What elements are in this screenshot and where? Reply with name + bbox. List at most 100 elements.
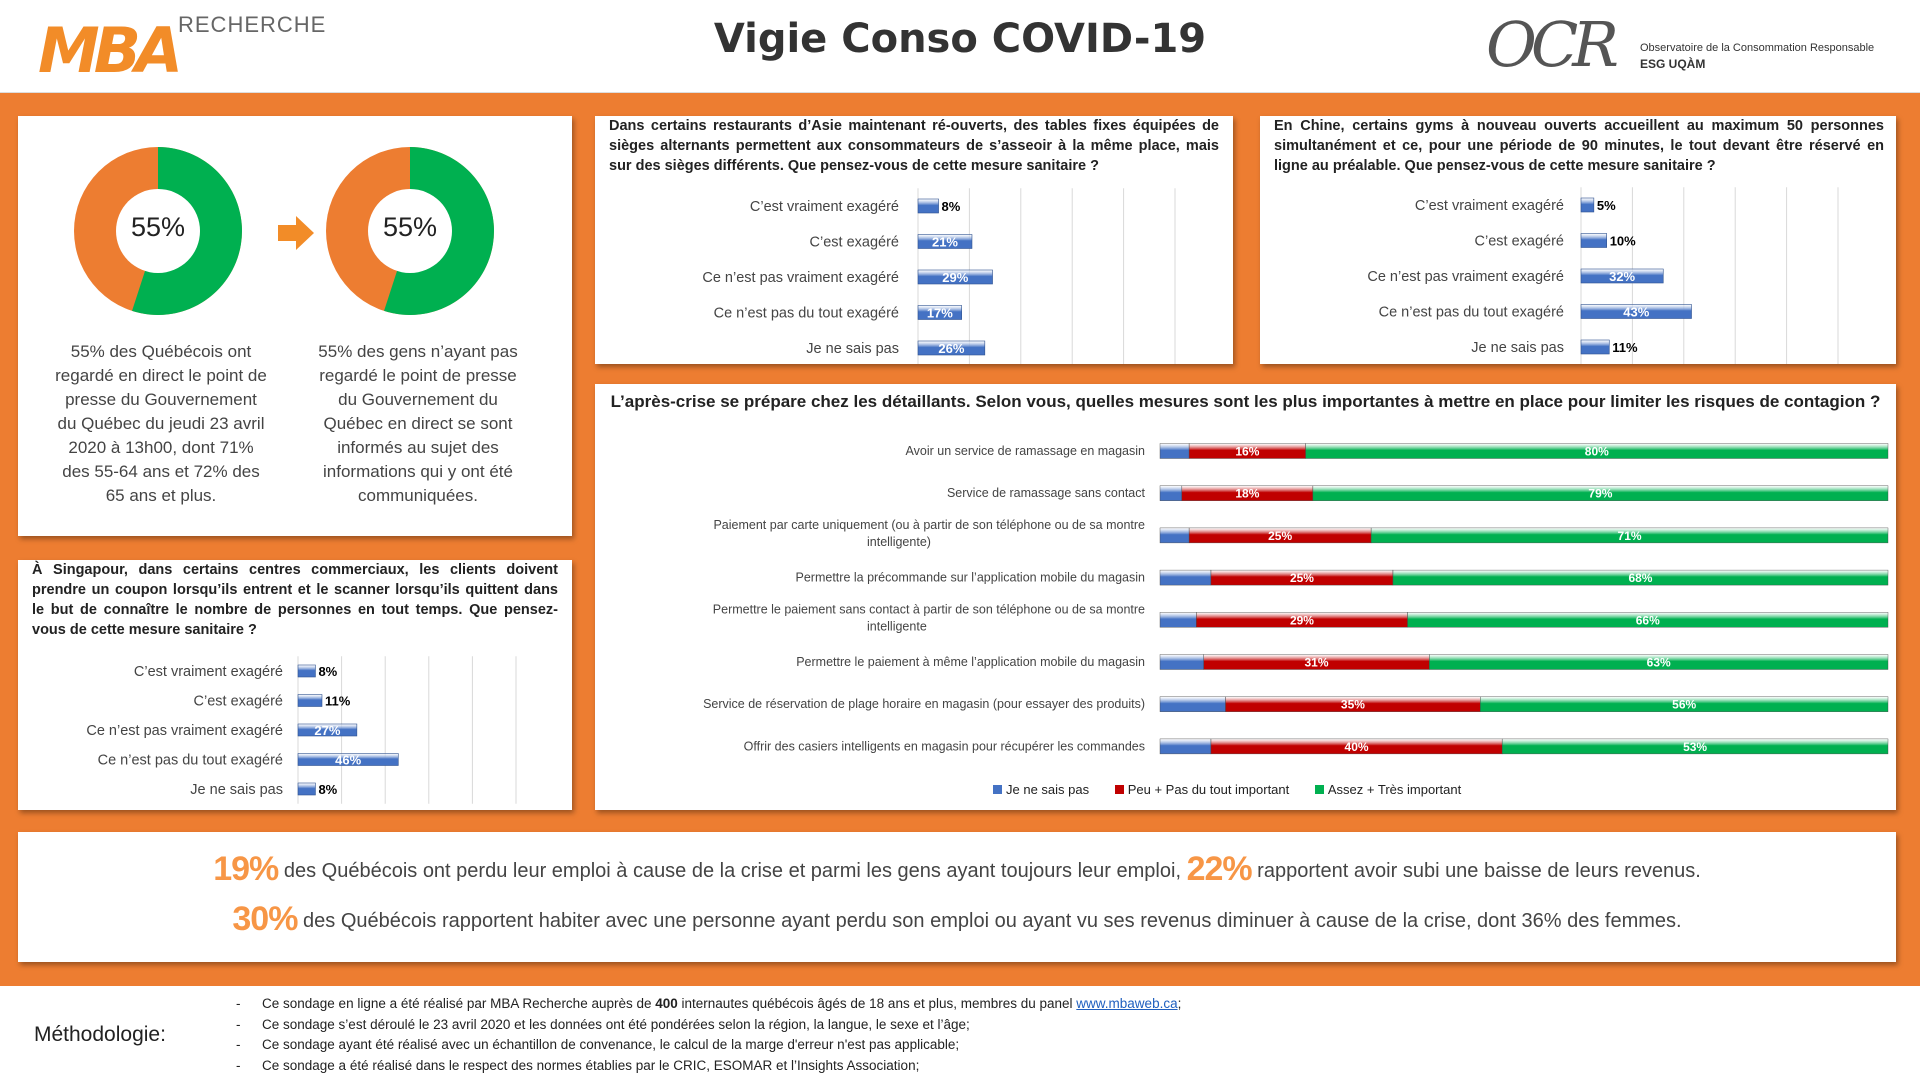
data-label: 68% [1628, 571, 1652, 585]
stat-line-1-text-b: rapportent avoir subi une baisse de leur… [1251, 860, 1701, 882]
bar [1580, 197, 1595, 213]
data-label: 5% [1597, 198, 1616, 213]
data-label: 10% [1610, 234, 1636, 249]
data-label: 40% [1345, 740, 1369, 754]
category-label: Ce n’est pas vraiment exagéré [1367, 269, 1564, 285]
methodology-note-2: Ce sondage s’est déroulé le 23 avril 202… [236, 1015, 1181, 1036]
logo-ocr-line2: ESG UQÀM [1640, 57, 1706, 71]
retail-question: L’après-crise se prépare chez les détail… [610, 392, 1881, 411]
bar [297, 664, 316, 678]
stacked-bar-segment [1159, 569, 1212, 586]
category-label: Permettre le paiement à même l’applicati… [796, 655, 1145, 669]
bar [1580, 268, 1664, 284]
category-label: C’est exagéré [1475, 234, 1564, 250]
bar [917, 340, 986, 356]
mbaweb-link[interactable]: www.mbaweb.ca [1076, 996, 1178, 1011]
donut-panel: 55% 55% 55% des Québécois ont regardé en… [18, 116, 572, 536]
category-label: Offrir des casiers intelligents en magas… [744, 739, 1145, 753]
bar [297, 694, 323, 707]
stacked-bar-segment [1305, 443, 1889, 459]
note-1-sample-size: 400 [655, 996, 678, 1011]
category-label: C’est exagéré [810, 235, 899, 251]
category-label: Service de réservation de plage horaire … [703, 697, 1145, 711]
data-label: 31% [1305, 656, 1329, 670]
stacked-bar-segment [1429, 654, 1889, 670]
stat-line-2-text: des Québécois rapportent habiter avec un… [297, 910, 1682, 932]
ocr-logo: OCR Observatoire de la Consommation Resp… [1486, 8, 1906, 82]
category-label: C’est vraiment exagéré [134, 664, 283, 680]
stacked-bar-segment [1159, 654, 1204, 670]
key-stats-panel: 19% des Québécois ont perdu leur emploi … [18, 832, 1896, 962]
stacked-bar-segment [1159, 696, 1226, 712]
data-label: 8% [318, 664, 337, 679]
category-label: intelligente) [867, 535, 931, 549]
data-label: 43% [1623, 305, 1649, 320]
bar [1580, 339, 1610, 355]
donut-1-hole [116, 189, 200, 273]
data-label: 32% [1609, 269, 1635, 284]
category-label: C’est vraiment exagéré [750, 199, 899, 215]
logo-mba-text: MBA [38, 14, 183, 87]
logo-recherche-text: RECHERCHE [178, 12, 327, 37]
data-label: 46% [335, 753, 361, 768]
data-label: 17% [927, 306, 953, 321]
stacked-bar-segment [1159, 485, 1183, 501]
donut-2-value: 55% [382, 212, 438, 242]
data-label: 16% [1235, 445, 1259, 459]
legend-label-important: Assez + Très important [1327, 782, 1462, 797]
category-label: Ce n’est pas du tout exagéré [98, 753, 283, 769]
bar [297, 753, 399, 766]
china-question: En Chine, certains gyms à nouveau ouvert… [1274, 118, 1884, 174]
methodology-note-1: Ce sondage en ligne a été réalisé par MB… [236, 994, 1181, 1015]
bar [1580, 304, 1692, 319]
asia-bar-chart: C’est vraiment exagéré 8% C’est exagéré 21%… [702, 188, 1176, 364]
data-label: 11% [1612, 340, 1638, 355]
data-label: 79% [1588, 487, 1612, 501]
stacked-bar-segment [1159, 738, 1212, 755]
legend-swatch-blue [993, 785, 1002, 794]
methodology-label: Méthodologie: [34, 1023, 166, 1046]
legend-item-dont-know: Je ne sais pas [993, 782, 1089, 797]
legend-swatch-green [1314, 785, 1324, 794]
legend-item-important: Assez + Très important [1314, 782, 1462, 797]
note-1-text-b: internautes québécois âgés de 18 ans et … [677, 996, 1077, 1011]
data-label: 26% [938, 341, 964, 356]
data-label: 29% [942, 270, 968, 285]
bar [917, 198, 939, 214]
singapore-question: À Singapour, dans certains centres comme… [32, 562, 558, 638]
donut-1-description: 55% des Québécois ont regardé en direct … [55, 342, 267, 505]
bar [297, 723, 358, 737]
stat-line-2: 30% des Québécois rapportent habiter ave… [18, 900, 1896, 939]
category-label: Ce n’est pas vraiment exagéré [86, 723, 283, 739]
stacked-bar-segment [1392, 569, 1889, 586]
stat-30-percent: 30% [232, 900, 298, 938]
retail-legend: Je ne sais pas Peu + Pas du tout importa… [993, 782, 1483, 797]
stacked-bar-segment [1370, 527, 1889, 544]
stat-line-1-text-a: des Québécois ont perdu leur emploi à ca… [278, 860, 1187, 882]
data-label: 80% [1585, 445, 1609, 459]
category-label: Permettre le paiement sans contact à par… [713, 602, 1145, 616]
donut-2-hole [368, 189, 452, 273]
bar [917, 234, 973, 249]
singapore-mall-panel: À Singapour, dans certains centres comme… [18, 560, 572, 810]
data-label: 18% [1235, 487, 1259, 501]
stat-line-1: 19% des Québécois ont perdu leur emploi … [18, 850, 1896, 889]
category-label: Je ne sais pas [190, 782, 283, 798]
data-label: 8% [942, 199, 961, 214]
donut-2-description: 55% des gens n’ayant pas regardé le poin… [318, 342, 518, 505]
category-label: Ce n’est pas du tout exagéré [1379, 305, 1564, 321]
legend-label-not-important: Peu + Pas du tout important [1127, 782, 1290, 797]
bar [297, 782, 316, 796]
data-label: 25% [1268, 529, 1292, 543]
donut-charts [74, 147, 494, 315]
arrow-right-icon [278, 216, 314, 250]
china-gym-panel: En Chine, certains gyms à nouveau ouvert… [1260, 116, 1896, 364]
category-label: Paiement par carte uniquement (ou à part… [713, 518, 1145, 532]
bar [1580, 233, 1608, 248]
legend-item-not-important: Peu + Pas du tout important [1114, 782, 1290, 797]
stat-22-percent: 22% [1186, 850, 1253, 888]
asia-question: Dans certains restaurants d’Asie mainten… [609, 118, 1219, 174]
category-label: intelligente [867, 619, 927, 633]
methodology-notes: Ce sondage en ligne a été réalisé par MB… [236, 994, 1181, 1076]
note-1-text-a: Ce sondage en ligne a été réalisé par MB… [262, 996, 656, 1011]
